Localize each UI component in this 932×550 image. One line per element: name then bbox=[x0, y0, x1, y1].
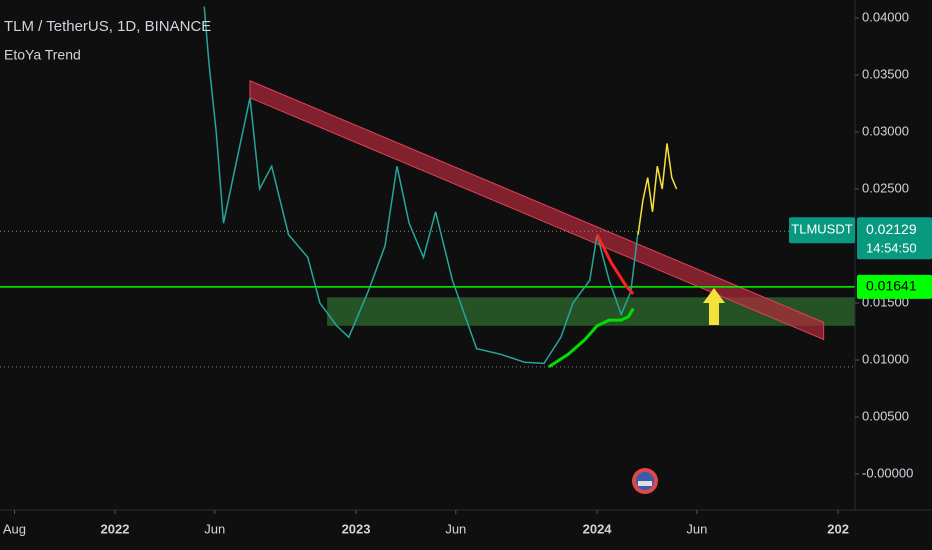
chart-title: TLM / TetherUS, 1D, BINANCE bbox=[4, 18, 211, 35]
x-tick-label: Jun bbox=[445, 521, 466, 536]
x-tick-label: 202 bbox=[827, 521, 849, 536]
price-line bbox=[548, 307, 635, 369]
price-line bbox=[637, 143, 678, 235]
y-tick-label: 0.01000 bbox=[862, 351, 909, 366]
last-price-box bbox=[857, 217, 932, 260]
last-price-label: 0.02129 bbox=[866, 221, 917, 237]
price-line bbox=[203, 6, 639, 365]
x-tick-label: Aug bbox=[3, 521, 26, 536]
y-tick-label: 0.03000 bbox=[862, 123, 909, 138]
x-tick-label: Jun bbox=[204, 521, 225, 536]
up-arrow bbox=[703, 288, 725, 325]
y-tick-label: 0.00500 bbox=[862, 408, 909, 423]
symbol-box bbox=[789, 217, 855, 244]
level-box bbox=[857, 274, 932, 299]
indicator-name: EtoYa Trend bbox=[4, 47, 81, 63]
price-line bbox=[595, 233, 635, 295]
symbol-label: TLMUSDT bbox=[791, 222, 852, 237]
y-tick-label: -0.00000 bbox=[862, 465, 913, 480]
y-tick-label: 0.03500 bbox=[862, 66, 909, 81]
x-tick-label: 2024 bbox=[583, 521, 613, 536]
countdown-label: 14:54:50 bbox=[866, 241, 917, 256]
x-tick-label: 2023 bbox=[342, 521, 371, 536]
x-tick-label: 2022 bbox=[101, 521, 130, 536]
level-label: 0.01641 bbox=[866, 278, 917, 294]
x-tick-label: Jun bbox=[686, 521, 707, 536]
y-tick-label: 0.02500 bbox=[862, 180, 909, 195]
trend-band bbox=[249, 79, 825, 341]
plot bbox=[0, 6, 856, 369]
y-tick-label: 0.04000 bbox=[862, 9, 909, 24]
flag-icon bbox=[632, 468, 658, 494]
